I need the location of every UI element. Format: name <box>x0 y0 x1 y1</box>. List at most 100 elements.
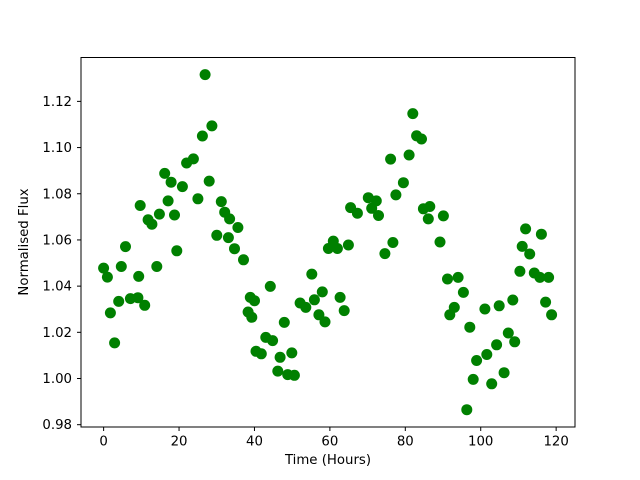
data-point <box>385 153 397 165</box>
data-point <box>232 222 244 233</box>
data-point <box>493 300 505 312</box>
y-tick-label: 1.10 <box>42 141 72 156</box>
data-point <box>467 373 479 385</box>
y-tick-label: 1.00 <box>42 372 72 387</box>
data-point <box>448 301 460 313</box>
data-point <box>509 336 521 348</box>
data-point <box>134 200 146 211</box>
data-point <box>169 209 180 221</box>
data-point <box>274 351 286 363</box>
data-point <box>165 176 177 188</box>
x-tick-label: 120 <box>543 435 568 450</box>
data-point <box>308 294 320 306</box>
axes-frame <box>80 57 576 428</box>
data-point <box>502 327 514 339</box>
data-point <box>288 369 300 381</box>
data-point <box>115 261 127 272</box>
data-point <box>215 196 227 208</box>
data-point <box>206 120 218 132</box>
y-tick-label: 1.08 <box>42 187 72 202</box>
data-point <box>286 347 298 359</box>
data-point <box>255 348 267 360</box>
data-point <box>452 271 464 283</box>
data-point <box>540 296 552 308</box>
data-point <box>403 149 415 161</box>
data-point <box>516 240 528 252</box>
data-point <box>387 237 399 248</box>
data-point <box>211 229 223 241</box>
x-tick-label: 0 <box>99 435 107 450</box>
x-tick-label: 100 <box>468 435 493 450</box>
data-point <box>524 248 536 260</box>
data-point <box>238 254 249 266</box>
data-point <box>351 207 363 219</box>
data-point <box>306 268 318 280</box>
data-point <box>319 316 331 328</box>
y-axis: 0.98 1.00 1.02 1.04 1.06 1.08 1.10 1.12 <box>42 95 81 433</box>
data-point <box>316 286 328 298</box>
data-point <box>151 261 163 272</box>
data-point <box>146 218 158 230</box>
data-point <box>338 305 350 317</box>
data-point <box>434 236 446 248</box>
data-point <box>133 270 145 282</box>
data-point <box>153 208 165 220</box>
data-point <box>229 243 240 255</box>
data-point <box>342 239 354 251</box>
data-point <box>370 195 382 207</box>
x-axis: 0 20 40 60 80 100 120 <box>99 427 569 450</box>
data-point <box>461 404 473 416</box>
data-point <box>171 245 183 257</box>
data-point <box>464 321 476 333</box>
data-point <box>176 181 188 193</box>
data-point <box>520 223 532 235</box>
data-point <box>334 291 346 303</box>
data-point <box>457 286 469 298</box>
data-point <box>416 133 427 145</box>
y-tick-label: 1.06 <box>42 233 72 248</box>
data-point <box>479 303 491 315</box>
data-point <box>486 378 498 390</box>
data-point <box>407 108 419 120</box>
data-point <box>481 349 493 360</box>
data-point <box>272 365 284 377</box>
data-point <box>222 232 234 244</box>
data-point <box>139 299 151 311</box>
y-tick-label: 1.04 <box>42 280 72 295</box>
data-point <box>300 301 312 313</box>
data-point <box>278 316 290 328</box>
data-point <box>546 309 558 321</box>
data-point <box>187 153 199 165</box>
data-point <box>203 175 215 187</box>
data-point <box>442 273 453 285</box>
data-point <box>507 294 519 306</box>
plot-spines <box>80 57 576 428</box>
data-point <box>109 337 121 349</box>
data-point <box>491 339 503 351</box>
data-point <box>424 201 436 212</box>
data-point <box>120 241 131 253</box>
data-point <box>422 213 434 225</box>
x-tick-label: 20 <box>171 435 188 450</box>
data-point <box>471 355 483 366</box>
data-point <box>264 280 276 292</box>
data-point <box>379 248 391 260</box>
x-tick-label: 40 <box>246 435 263 450</box>
data-point <box>249 295 260 307</box>
data-point <box>196 130 208 142</box>
data-point <box>514 265 526 277</box>
data-point <box>373 210 384 221</box>
y-tick-label: 1.02 <box>42 326 72 341</box>
data-point <box>331 243 343 254</box>
data-point <box>132 292 144 304</box>
x-tick-label: 80 <box>397 435 414 450</box>
data-point <box>397 177 409 189</box>
data-point <box>534 271 546 283</box>
x-tick-label: 60 <box>321 435 338 450</box>
data-point <box>101 271 113 283</box>
data-point <box>543 271 555 283</box>
data-points <box>98 69 558 416</box>
data-point <box>267 335 279 347</box>
